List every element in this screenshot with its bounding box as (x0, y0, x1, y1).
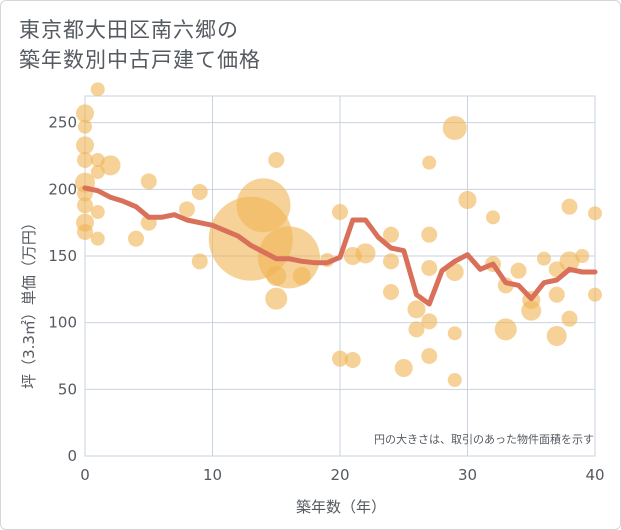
bubble (442, 116, 467, 140)
bubble (458, 191, 477, 209)
bubble (494, 318, 517, 341)
x-tick-label: 20 (330, 466, 349, 484)
y-axis-label: 坪（3.3㎡）単価（万円） (20, 215, 38, 389)
bubble (78, 119, 92, 134)
bubble (447, 326, 462, 341)
bubble (422, 155, 437, 170)
bubble (332, 350, 348, 367)
bubble (355, 243, 376, 264)
bubble (546, 326, 567, 346)
bubble (265, 287, 288, 310)
chart-title-line-1: 東京都大田区南六郷の (19, 18, 239, 42)
bubble (394, 359, 413, 377)
bubble (561, 310, 578, 327)
bubble (76, 136, 94, 155)
chart-title-line-2: 築年数別中古戸建て価格 (19, 48, 261, 72)
bubble (90, 82, 105, 97)
bubble (407, 300, 426, 319)
bubble (588, 287, 602, 302)
bubble (100, 155, 121, 176)
y-tick-label: 0 (67, 447, 77, 465)
x-tick-label: 30 (458, 466, 477, 484)
x-tick-label: 10 (203, 466, 222, 484)
bubble (561, 198, 578, 215)
y-tick-label: 50 (58, 380, 77, 398)
bubble (236, 178, 291, 233)
x-tick-label: 0 (80, 466, 90, 484)
bubble (128, 230, 144, 247)
bubble (77, 152, 93, 168)
tick-labels: 0 50 100 150 200 250 0 10 20 30 40 (48, 114, 604, 484)
bubble (266, 266, 287, 286)
bubble (90, 205, 105, 219)
bubble (90, 231, 105, 246)
average-price-line (82, 185, 598, 307)
bubble (344, 352, 361, 368)
bubble (140, 173, 157, 190)
bubble (90, 165, 105, 179)
bubble (179, 201, 195, 218)
bubble (383, 226, 399, 243)
bubble-layer (75, 82, 602, 387)
bubble (421, 260, 438, 276)
bubble (332, 204, 348, 220)
bubble (292, 267, 311, 285)
bubble (588, 206, 602, 221)
bubble (383, 284, 399, 300)
y-tick-label: 100 (48, 314, 77, 332)
bubble (548, 286, 565, 303)
y-tick-label: 250 (48, 114, 77, 132)
bubble (191, 184, 208, 200)
bubble (421, 348, 438, 364)
bubble (447, 373, 462, 387)
x-tick-label: 40 (585, 466, 604, 484)
bubble (510, 262, 527, 279)
bubble (575, 249, 590, 263)
bubble (537, 251, 551, 266)
bubble (521, 300, 542, 321)
bubble (421, 313, 438, 330)
bubble (77, 197, 93, 214)
bubble (191, 253, 208, 270)
grid-lines (84, 95, 596, 457)
bubble (559, 251, 580, 272)
bubble (268, 152, 285, 168)
bubble (486, 210, 500, 225)
chart-title: 東京都大田区南六郷の 築年数別中古戸建て価格 (19, 15, 439, 75)
bubble (77, 224, 93, 240)
y-tick-label: 150 (48, 247, 77, 265)
bubble-size-note: 円の大きさは、取引のあった物件面積を示す (374, 432, 594, 446)
bubble (76, 104, 94, 123)
bubble (383, 253, 399, 270)
bubble (408, 321, 425, 338)
x-axis-label: 築年数（年） (296, 498, 386, 516)
y-tick-label: 200 (48, 180, 77, 198)
bubble (421, 226, 438, 243)
